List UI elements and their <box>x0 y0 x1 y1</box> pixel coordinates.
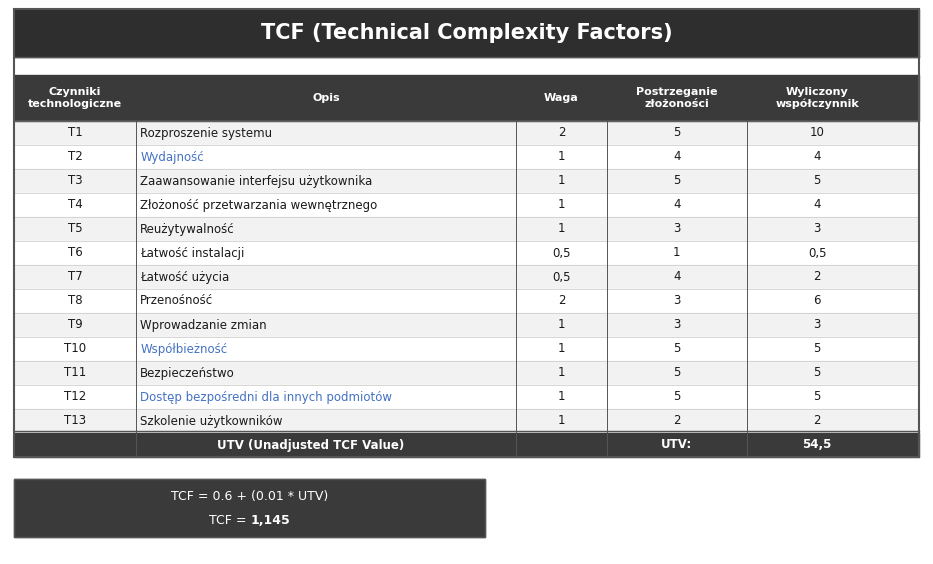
Text: 3: 3 <box>674 294 680 307</box>
Text: 2: 2 <box>558 294 565 307</box>
Text: UTV (Unadjusted TCF Value): UTV (Unadjusted TCF Value) <box>216 438 404 452</box>
Text: TCF = 0.6 + (0.01 * UTV): TCF = 0.6 + (0.01 * UTV) <box>171 490 327 503</box>
Bar <box>14 433 919 457</box>
Text: 5: 5 <box>674 390 680 403</box>
Text: 0,5: 0,5 <box>808 246 827 259</box>
Text: Dostęp bezpośredni dla innych podmiotów: Dostęp bezpośredni dla innych podmiotów <box>140 390 392 403</box>
Text: 2: 2 <box>814 271 821 284</box>
Bar <box>14 337 919 361</box>
Text: Czynniki
technologiczne: Czynniki technologiczne <box>28 87 122 109</box>
Text: 5: 5 <box>674 126 680 139</box>
Text: 4: 4 <box>674 151 681 164</box>
Text: 0,5: 0,5 <box>552 246 571 259</box>
Text: 1,145: 1,145 <box>250 514 290 527</box>
Text: 1: 1 <box>558 319 565 332</box>
Text: Wydajność: Wydajność <box>140 151 203 164</box>
Text: 3: 3 <box>674 223 680 236</box>
Text: Postrzeganie
złożoności: Postrzeganie złożoności <box>636 87 717 109</box>
Text: 1: 1 <box>558 342 565 355</box>
Text: T6: T6 <box>68 246 82 259</box>
Bar <box>14 385 919 409</box>
Text: 10: 10 <box>810 126 825 139</box>
Text: Szkolenie użytkowników: Szkolenie użytkowników <box>140 415 283 428</box>
Text: 4: 4 <box>674 271 681 284</box>
Text: 2: 2 <box>674 415 681 428</box>
Text: 5: 5 <box>814 367 821 380</box>
Text: T12: T12 <box>64 390 86 403</box>
Text: 2: 2 <box>814 415 821 428</box>
Text: T3: T3 <box>68 174 82 187</box>
Bar <box>14 75 919 121</box>
Text: TCF =: TCF = <box>209 514 250 527</box>
Text: 54,5: 54,5 <box>802 438 832 452</box>
Text: T8: T8 <box>68 294 82 307</box>
Bar <box>14 479 484 537</box>
Text: T2: T2 <box>68 151 82 164</box>
Text: T7: T7 <box>68 271 82 284</box>
Text: 1: 1 <box>674 246 681 259</box>
Text: Rozproszenie systemu: Rozproszenie systemu <box>140 126 272 139</box>
Text: Złożoność przetwarzania wewnętrznego: Złożoność przetwarzania wewnętrznego <box>140 199 378 212</box>
Text: 1: 1 <box>558 415 565 428</box>
Text: 1: 1 <box>558 367 565 380</box>
Text: 3: 3 <box>814 319 821 332</box>
Bar <box>14 409 919 433</box>
Text: Łatwość instalacji: Łatwość instalacji <box>140 246 244 259</box>
Text: T11: T11 <box>64 367 86 380</box>
Text: T9: T9 <box>68 319 82 332</box>
Bar <box>14 193 919 217</box>
Bar <box>14 313 919 337</box>
Text: 1: 1 <box>558 174 565 187</box>
Text: Bezpieczeństwo: Bezpieczeństwo <box>140 367 235 380</box>
Bar <box>14 361 919 385</box>
Text: T1: T1 <box>68 126 82 139</box>
Text: 5: 5 <box>674 367 680 380</box>
Text: 4: 4 <box>814 151 821 164</box>
Text: 5: 5 <box>674 342 680 355</box>
Text: Opis: Opis <box>313 93 340 103</box>
Text: T10: T10 <box>64 342 86 355</box>
Text: 4: 4 <box>814 199 821 212</box>
Bar <box>14 121 919 145</box>
Bar <box>14 145 919 169</box>
Text: Współbieżność: Współbieżność <box>140 342 228 355</box>
Text: 4: 4 <box>674 199 681 212</box>
Bar <box>14 169 919 193</box>
Bar <box>14 241 919 265</box>
Text: UTV:: UTV: <box>661 438 692 452</box>
Text: Wprowadzanie zmian: Wprowadzanie zmian <box>140 319 267 332</box>
Bar <box>14 479 484 537</box>
Bar <box>14 289 919 313</box>
Bar <box>14 217 919 241</box>
Text: 2: 2 <box>558 126 565 139</box>
Text: 1: 1 <box>558 199 565 212</box>
Text: 1: 1 <box>558 390 565 403</box>
Text: 0,5: 0,5 <box>552 271 571 284</box>
Text: Przenośność: Przenośność <box>140 294 214 307</box>
Text: T4: T4 <box>68 199 82 212</box>
Text: 5: 5 <box>814 390 821 403</box>
Text: 3: 3 <box>814 223 821 236</box>
Bar <box>14 9 919 57</box>
Text: Wyliczony
współczynnik: Wyliczony współczynnik <box>775 87 859 109</box>
Bar <box>14 265 919 289</box>
Text: 6: 6 <box>814 294 821 307</box>
Text: TCF (Technical Complexity Factors): TCF (Technical Complexity Factors) <box>260 23 673 43</box>
Text: 5: 5 <box>674 174 680 187</box>
Text: 3: 3 <box>674 319 680 332</box>
Text: T13: T13 <box>64 415 86 428</box>
Text: 5: 5 <box>814 174 821 187</box>
Text: T5: T5 <box>68 223 82 236</box>
Text: Łatwość użycia: Łatwość użycia <box>140 271 230 284</box>
Text: 1: 1 <box>558 151 565 164</box>
Bar <box>14 9 919 457</box>
Text: 1: 1 <box>558 223 565 236</box>
Text: Zaawansowanie interfejsu użytkownika: Zaawansowanie interfejsu użytkownika <box>140 174 372 187</box>
Text: Reużytywalność: Reużytywalność <box>140 223 235 236</box>
Text: Waga: Waga <box>544 93 578 103</box>
Text: 5: 5 <box>814 342 821 355</box>
